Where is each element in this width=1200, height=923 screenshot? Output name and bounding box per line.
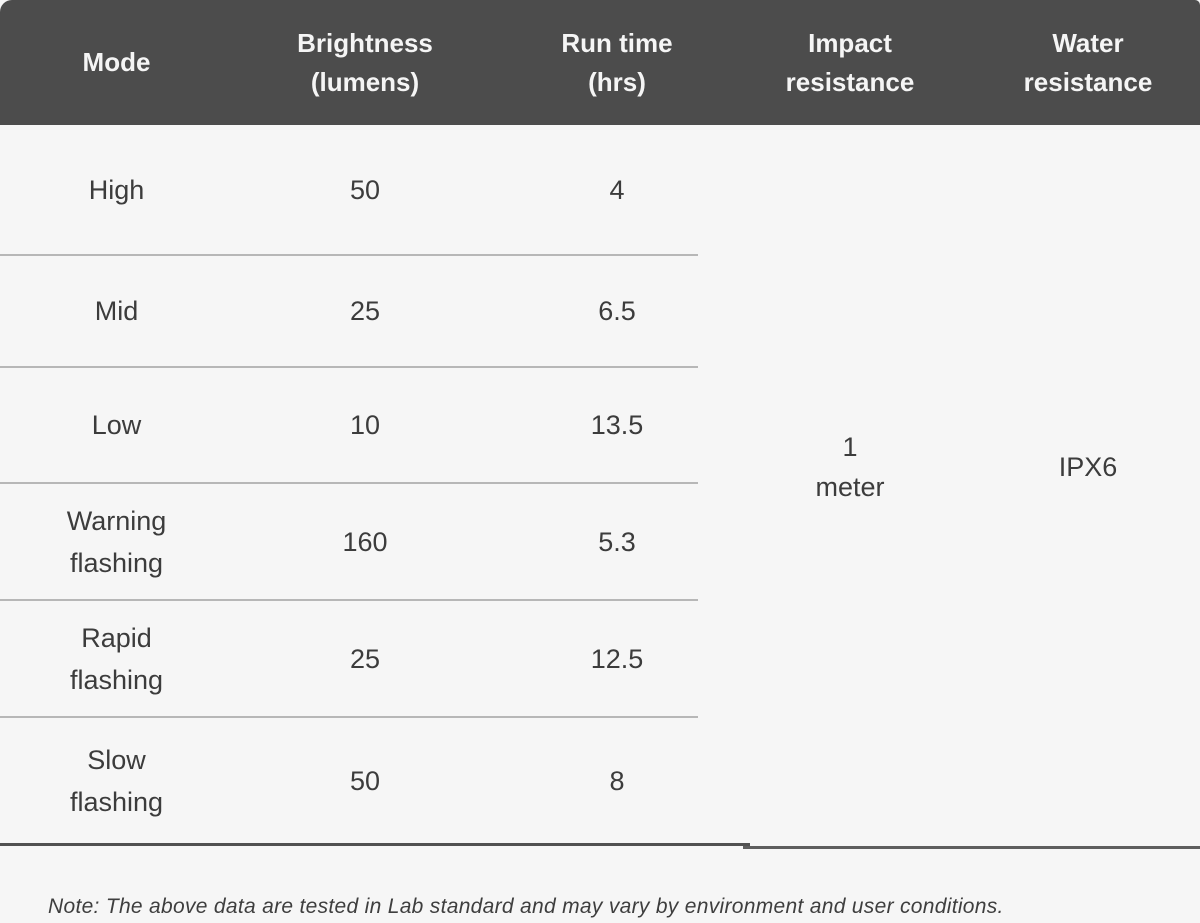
column-header-water-resistance: Water resistance [1023,27,1153,97]
cell-impact-resistance: 1 meter [815,432,885,502]
table-row: Slow flashing 50 8 [0,717,737,845]
cell-brightness: 50 [349,766,381,796]
cell-brightness: 10 [349,410,381,440]
table-bottom-border-left [0,843,750,846]
table-row: Warning flashing 160 5.3 [0,483,737,601]
cell-mode: Rapid flashing [69,622,164,695]
cell-mode: Low [91,410,142,440]
column-header-brightness: Brightness (lumens) [297,27,433,97]
cell-run-time: 4 [609,175,625,205]
cell-mode: Mid [94,296,139,326]
cell-run-time: 12.5 [590,643,644,674]
table-body: High 50 4 Mid 25 6.5 Low 10 13.5 Warning… [0,125,737,845]
column-header-mode: Mode [82,47,151,77]
cell-brightness: 160 [342,526,388,557]
cell-run-time: 6.5 [598,296,636,326]
table-row: Mid 25 6.5 [0,255,737,368]
footnote: Note: The above data are tested in Lab s… [48,895,1004,918]
column-header-impact-resistance: Impact resistance [785,27,915,97]
cell-mode: Slow flashing [69,745,164,817]
column-header-run-time: Run time (hrs) [561,27,673,97]
table-row: Rapid flashing 25 12.5 [0,600,737,718]
table-row: High 50 4 [0,125,737,256]
cell-run-time: 5.3 [598,526,636,557]
cell-brightness: 50 [349,175,381,205]
cell-mode: Warning flashing [66,505,167,578]
cell-brightness: 25 [349,296,381,326]
cell-run-time: 8 [609,766,625,796]
table-bottom-border-right [743,846,1200,849]
cell-mode: High [88,175,145,205]
cell-water-resistance: IPX6 [1058,452,1118,482]
table-row: Low 10 13.5 [0,367,737,484]
table-header: Mode Brightness (lumens) Run time (hrs) … [0,0,1200,125]
cell-run-time: 13.5 [590,410,644,440]
cell-brightness: 25 [349,643,381,674]
